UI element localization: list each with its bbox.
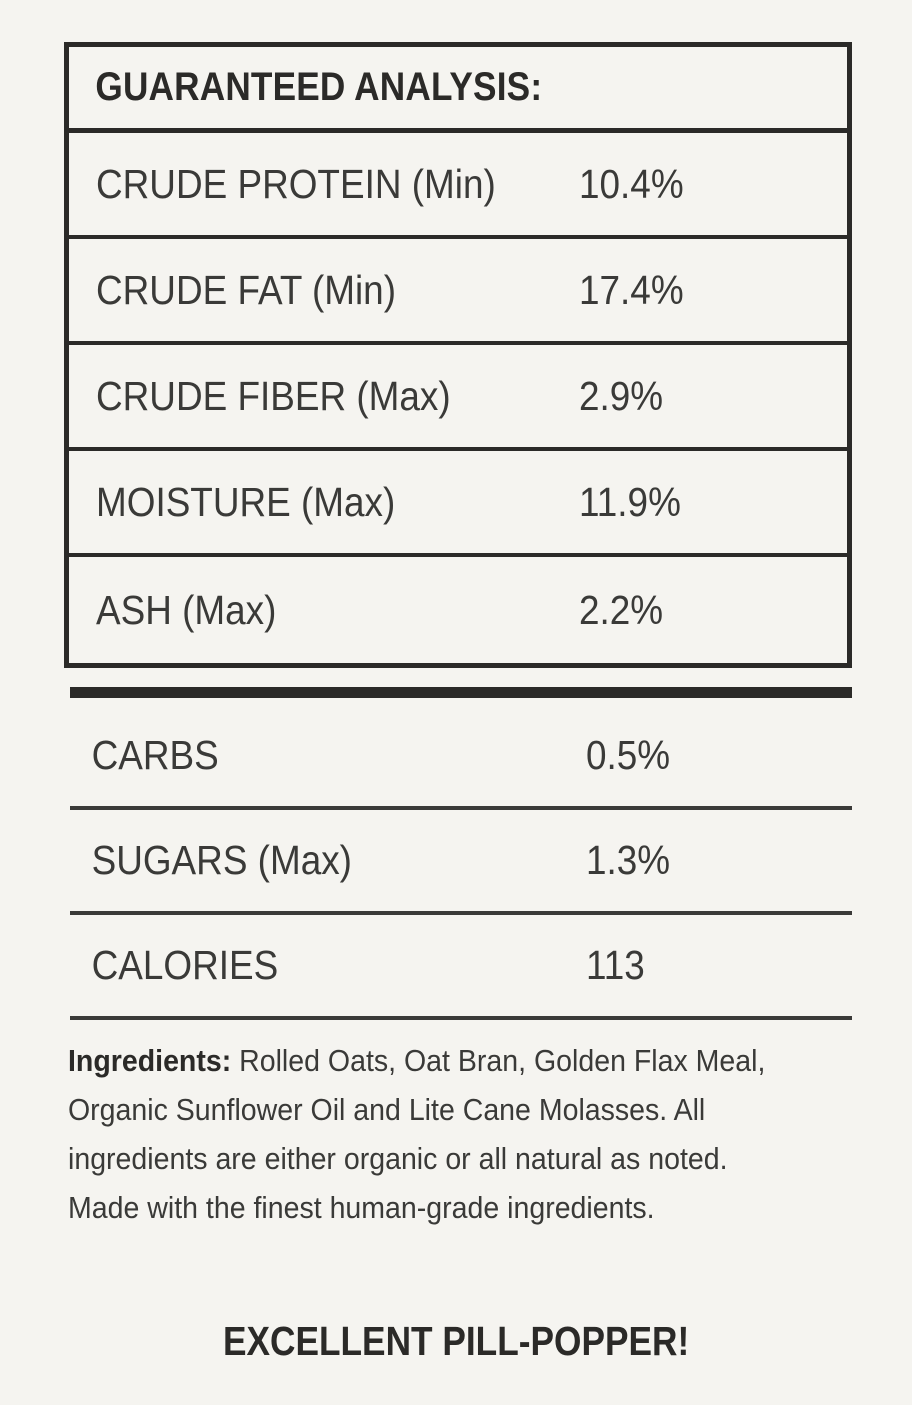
additional-nutrition-table: CARBS 0.5% SUGARS (Max) 1.3% CALORIES 11… bbox=[70, 705, 852, 1020]
tagline-text: EXCELLENT PILL-POPPER! bbox=[222, 1318, 690, 1364]
row-label: ASH (Max) bbox=[96, 586, 277, 633]
row-value: 1.3% bbox=[586, 837, 671, 883]
section-divider bbox=[70, 687, 852, 698]
table-row: MOISTURE (Max) 11.9% bbox=[69, 451, 847, 557]
table-row: SUGARS (Max) 1.3% bbox=[70, 810, 852, 915]
row-label: CRUDE FIBER (Max) bbox=[96, 372, 451, 419]
row-label: CRUDE PROTEIN (Min) bbox=[96, 160, 496, 207]
table-row: CRUDE FAT (Min) 17.4% bbox=[69, 239, 847, 345]
table-row: ASH (Max) 2.2% bbox=[69, 557, 847, 663]
table-row: CRUDE PROTEIN (Min) 10.4% bbox=[69, 133, 847, 239]
row-value: 10.4% bbox=[579, 160, 684, 207]
row-value: 0.5% bbox=[586, 732, 671, 778]
row-value: 113 bbox=[586, 942, 645, 988]
table-row: CRUDE FIBER (Max) 2.9% bbox=[69, 345, 847, 451]
table-row: CARBS 0.5% bbox=[70, 705, 852, 810]
ingredients-body: Rolled Oats, Oat Bran, Golden Flax Meal,… bbox=[68, 1043, 766, 1225]
row-value: 2.9% bbox=[579, 372, 664, 419]
guaranteed-analysis-title-row: GUARANTEED ANALYSIS: bbox=[69, 47, 847, 133]
row-label: SUGARS (Max) bbox=[91, 837, 352, 883]
row-value: 11.9% bbox=[579, 478, 681, 525]
row-label: CARBS bbox=[91, 732, 219, 778]
guaranteed-analysis-table: GUARANTEED ANALYSIS: CRUDE PROTEIN (Min)… bbox=[64, 42, 852, 668]
row-label: MOISTURE (Max) bbox=[96, 478, 396, 525]
table-row: CALORIES 113 bbox=[70, 915, 852, 1020]
row-label: CRUDE FAT (Min) bbox=[96, 266, 396, 313]
row-value: 17.4% bbox=[579, 266, 684, 313]
tagline: EXCELLENT PILL-POPPER! bbox=[0, 1318, 912, 1365]
ingredients-heading: Ingredients: bbox=[68, 1043, 232, 1078]
page-title: GUARANTEED ANALYSIS: bbox=[95, 65, 543, 109]
row-value: 2.2% bbox=[579, 586, 664, 633]
row-label: CALORIES bbox=[91, 942, 279, 988]
ingredients-paragraph: Ingredients: Rolled Oats, Oat Bran, Gold… bbox=[68, 1036, 795, 1232]
